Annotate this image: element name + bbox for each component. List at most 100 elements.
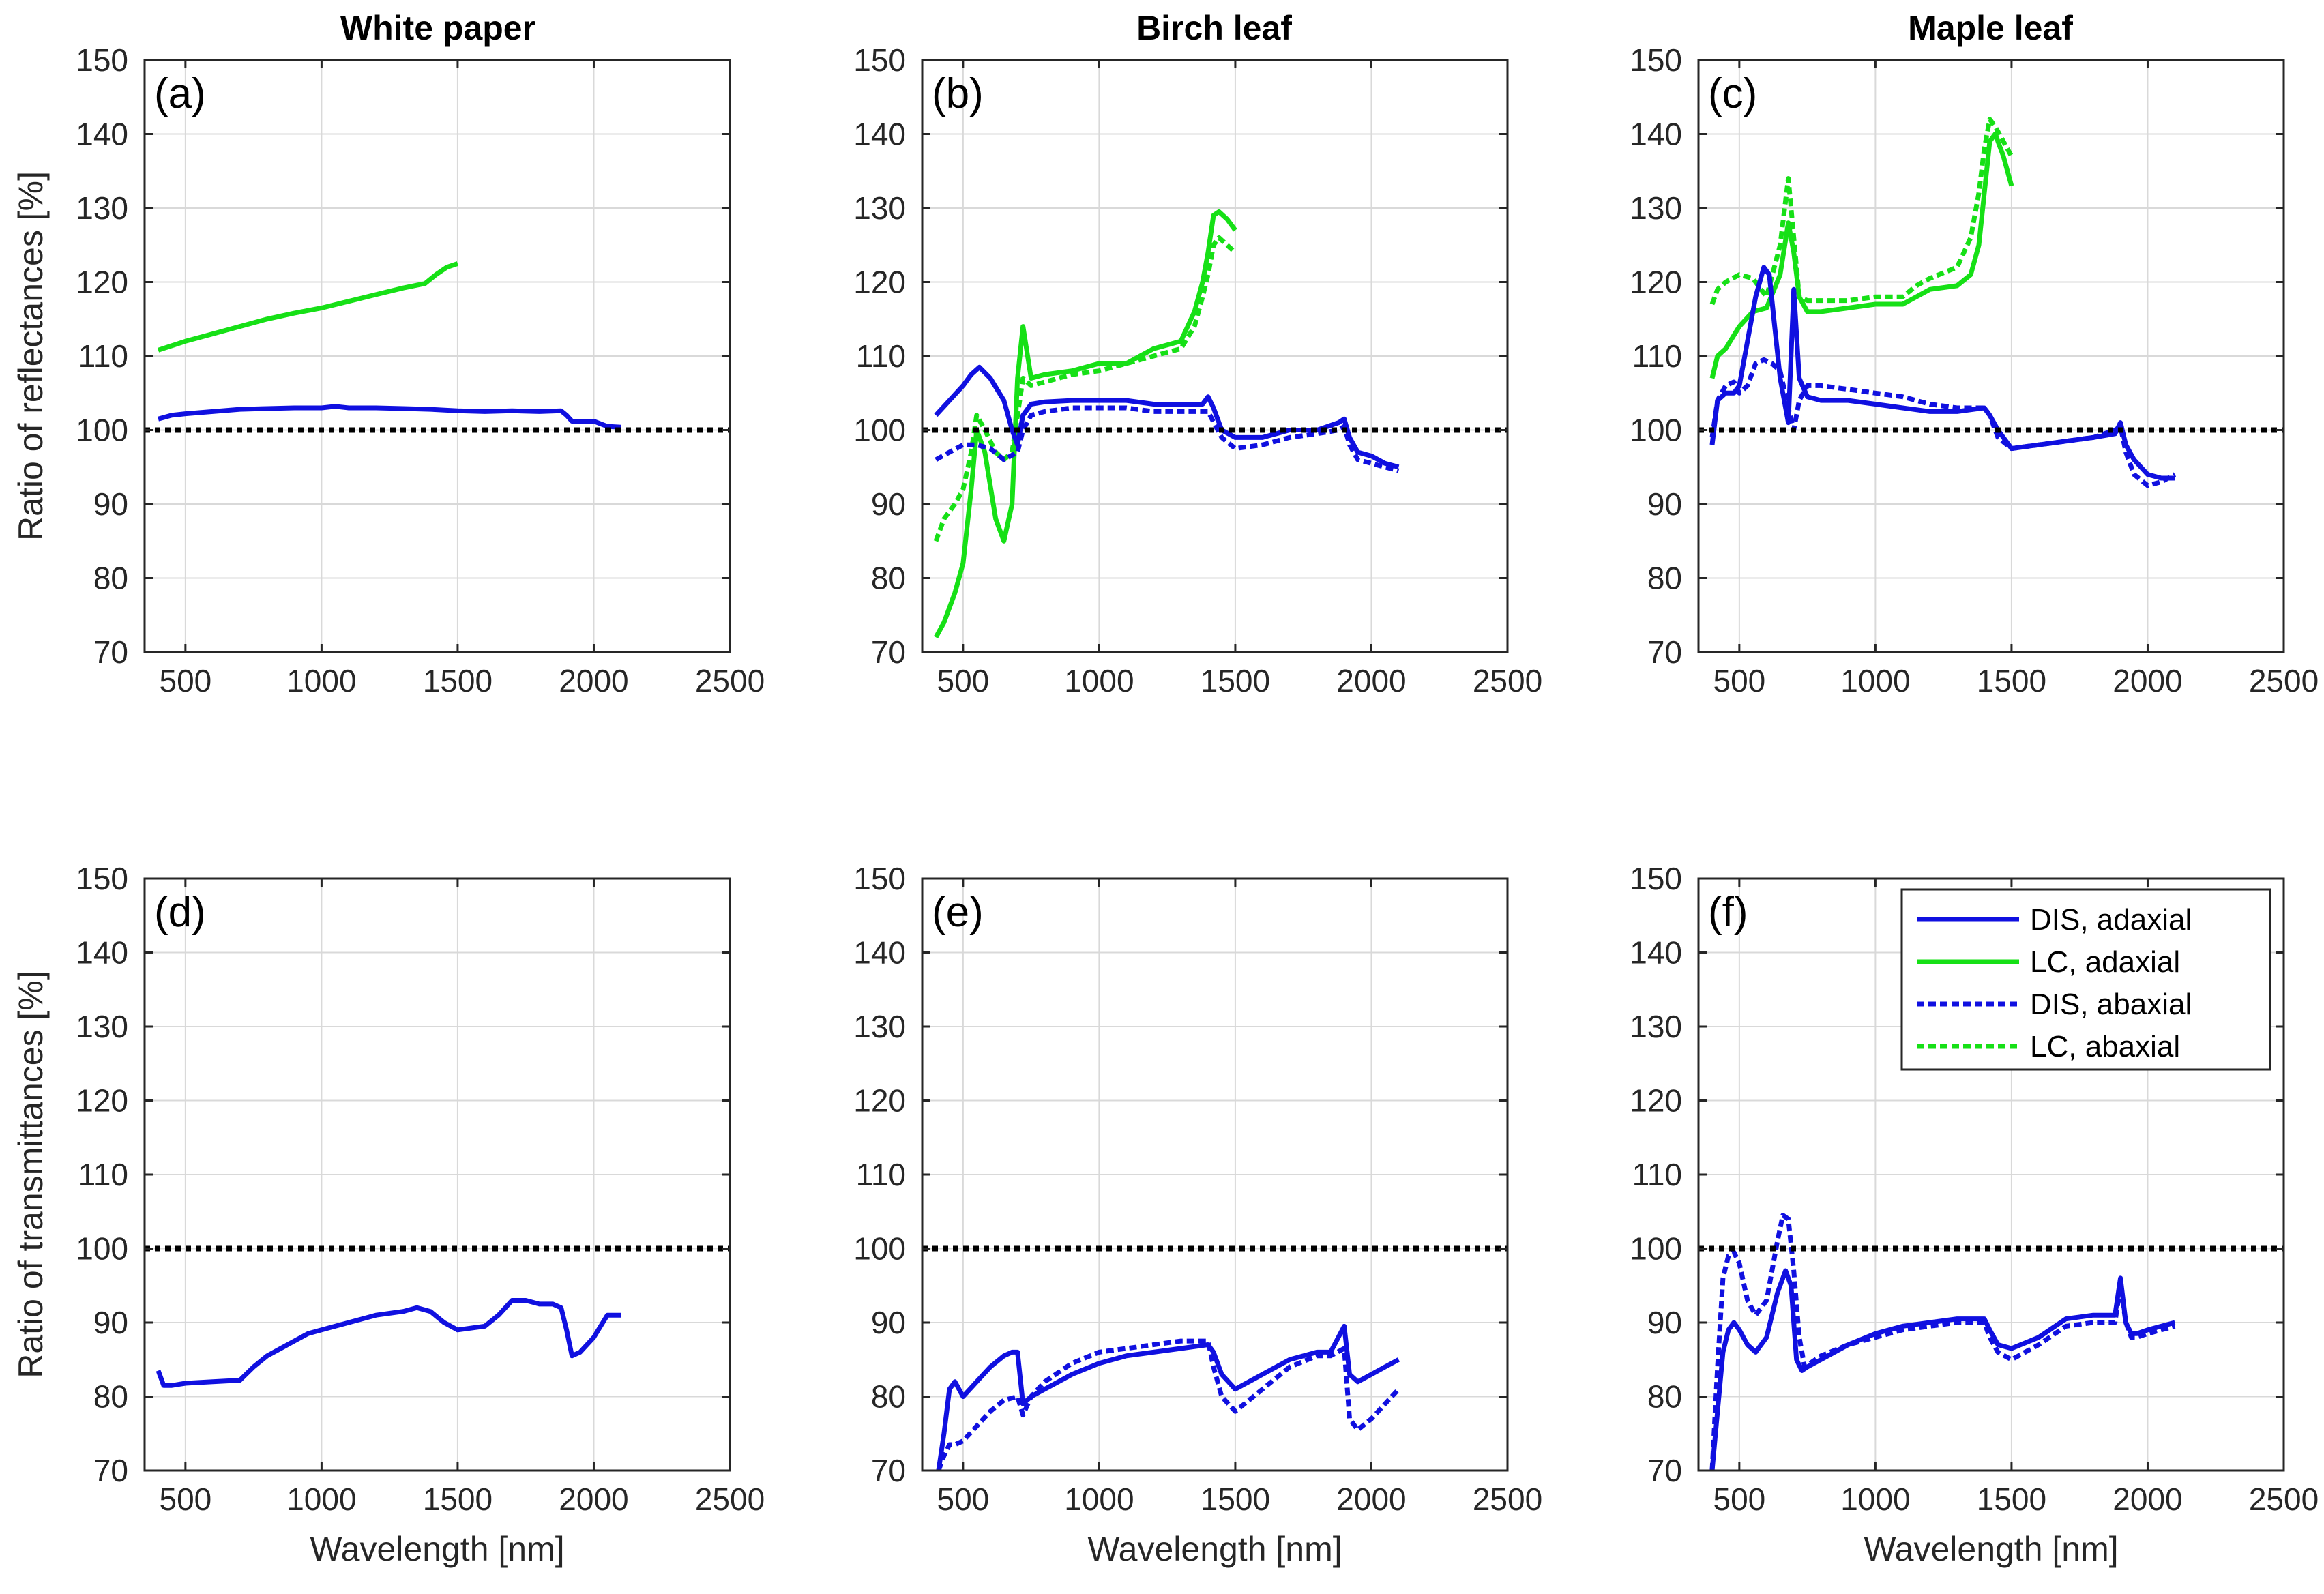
- y-tick-label: 150: [76, 42, 128, 78]
- y-tick-label: 140: [76, 117, 128, 152]
- x-tick-label: 2000: [2113, 1481, 2182, 1517]
- legend: DIS, adaxial LC, adaxial DIS, abaxial LC, a…: [1900, 888, 2271, 1071]
- y-tick-label: 80: [1647, 1379, 1682, 1415]
- column-title-white-paper: White paper: [340, 9, 535, 47]
- x-tick-label: 2500: [695, 663, 765, 698]
- y-tick-label: 140: [853, 117, 906, 152]
- y-tick-label: 90: [871, 1305, 906, 1340]
- y-tick-label: 80: [93, 1379, 128, 1415]
- x-tick-label: 1000: [1064, 663, 1134, 698]
- x-tick-label: 2500: [2249, 1481, 2319, 1517]
- y-tick-label: 120: [76, 265, 128, 300]
- y-tick-label: 100: [76, 413, 128, 448]
- x-tick-label: 2500: [695, 1481, 765, 1517]
- panel-label: (e): [932, 889, 984, 936]
- y-tick-label: 100: [76, 1231, 128, 1267]
- series-line-dis-abaxial: [1709, 1213, 2176, 1471]
- y-tick-label: 90: [1647, 1305, 1682, 1340]
- y-tick-label: 130: [1630, 190, 1682, 226]
- series-line-lc-abaxial: [933, 235, 1237, 542]
- series-line-dis-adaxial: [156, 1298, 621, 1388]
- y-tick-label: 80: [871, 1379, 906, 1415]
- x-tick-label: 500: [937, 1481, 989, 1517]
- x-axis-label: Wavelength [nm]: [1087, 1530, 1342, 1568]
- panel-c: 500 1000 1500 2000 2500 70 80 90 100 110 120 130 140…: [1630, 42, 2319, 698]
- x-tick-label: 1500: [423, 663, 492, 698]
- y-tick-label: 110: [78, 338, 128, 374]
- x-tick-label: 2500: [1473, 1481, 1542, 1517]
- y-tick-label: 150: [853, 861, 906, 896]
- y-tick-label: 130: [76, 1009, 128, 1044]
- series-line-dis-adaxial: [1709, 1268, 2176, 1471]
- y-tick-label: 120: [853, 1083, 906, 1119]
- legend-entry-lc-adaxial: LC, adaxial: [2030, 945, 2180, 979]
- panel-label: (d): [154, 889, 206, 936]
- x-tick-label: 1500: [1201, 1481, 1270, 1517]
- y-tick-label: 100: [853, 413, 906, 448]
- series-line-dis-abaxial: [1709, 357, 2177, 488]
- legend-entry-lc-abaxial: LC, abaxial: [2030, 1030, 2180, 1063]
- panel-label: (a): [154, 70, 206, 117]
- y-tick-label: 80: [93, 561, 128, 596]
- y-tick-label: 110: [856, 1157, 906, 1192]
- panel-b: 500 1000 1500 2000 2500 70 80 90 100 110 120 130 140…: [853, 42, 1542, 698]
- panel-label: (f): [1708, 889, 1748, 936]
- x-tick-label: 1000: [286, 1481, 356, 1517]
- y-tick-label: 80: [871, 561, 906, 596]
- panel-a: 500 1000 1500 2000 2500 70 80 90 100 110 120 130 140…: [12, 42, 765, 698]
- y-tick-label: 120: [1630, 1083, 1682, 1119]
- legend-entry-dis-abaxial: DIS, abaxial: [2030, 988, 2192, 1021]
- legend-entry-dis-adaxial: DIS, adaxial: [2030, 903, 2192, 936]
- column-title-maple-leaf: Maple leaf: [1908, 9, 2073, 47]
- series-line-dis-adaxial: [158, 404, 621, 430]
- series-line-lc-abaxial: [1709, 117, 2014, 306]
- y-tick-label: 110: [1632, 338, 1682, 374]
- y-tick-label: 150: [1630, 861, 1682, 896]
- x-tick-label: 2000: [1336, 1481, 1406, 1517]
- y-tick-label: 130: [853, 1009, 906, 1044]
- y-tick-label: 80: [1647, 561, 1682, 596]
- x-tick-label: 2000: [2113, 663, 2182, 698]
- y-tick-label: 90: [93, 1305, 128, 1340]
- x-axis-label: Wavelength [nm]: [310, 1530, 564, 1568]
- y-tick-label: 110: [1632, 1157, 1682, 1192]
- y-tick-label: 70: [93, 634, 128, 670]
- y-tick-label: 90: [1647, 486, 1682, 522]
- y-tick-label: 70: [93, 1453, 128, 1488]
- x-tick-label: 2000: [559, 1481, 628, 1517]
- y-axis-label: Ratio of transmittances [%]: [12, 971, 50, 1378]
- panel-label: (b): [932, 70, 984, 117]
- x-tick-label: 1500: [1977, 1481, 2046, 1517]
- y-tick-label: 140: [76, 935, 128, 971]
- x-tick-label: 500: [159, 663, 211, 698]
- x-tick-label: 1000: [286, 663, 356, 698]
- panel-f: 500 1000 1500 2000 2500 70 80 90 100 110 120 130 140…: [1630, 861, 2319, 1568]
- x-tick-label: 500: [1713, 663, 1765, 698]
- series-line-dis-abaxial: [935, 405, 1400, 473]
- y-tick-label: 150: [76, 861, 128, 896]
- y-tick-label: 120: [76, 1083, 128, 1119]
- y-tick-label: 150: [1630, 42, 1682, 78]
- y-tick-label: 70: [1647, 1453, 1682, 1488]
- y-tick-label: 70: [871, 634, 906, 670]
- x-tick-label: 1000: [1840, 663, 1910, 698]
- x-tick-label: 2000: [559, 663, 628, 698]
- x-tick-label: 1500: [1977, 663, 2046, 698]
- y-tick-label: 140: [853, 935, 906, 971]
- y-tick-label: 110: [78, 1157, 128, 1192]
- y-tick-label: 100: [1630, 1231, 1682, 1267]
- y-tick-label: 100: [853, 1231, 906, 1267]
- y-tick-label: 90: [93, 486, 128, 522]
- x-tick-label: 2000: [1336, 663, 1406, 698]
- x-tick-label: 500: [937, 663, 989, 698]
- x-tick-label: 2500: [1473, 663, 1542, 698]
- y-tick-label: 70: [871, 1453, 906, 1488]
- series-line-dis-adaxial: [934, 364, 1400, 470]
- x-tick-label: 500: [1713, 1481, 1765, 1517]
- x-tick-label: 1500: [423, 1481, 492, 1517]
- column-title-birch-leaf: Birch leaf: [1136, 9, 1292, 47]
- panel-d: 500 1000 1500 2000 2500 70 80 90 100 110 120 130 140…: [12, 861, 765, 1568]
- x-tick-label: 1500: [1201, 663, 1270, 698]
- x-tick-label: 1000: [1064, 1481, 1134, 1517]
